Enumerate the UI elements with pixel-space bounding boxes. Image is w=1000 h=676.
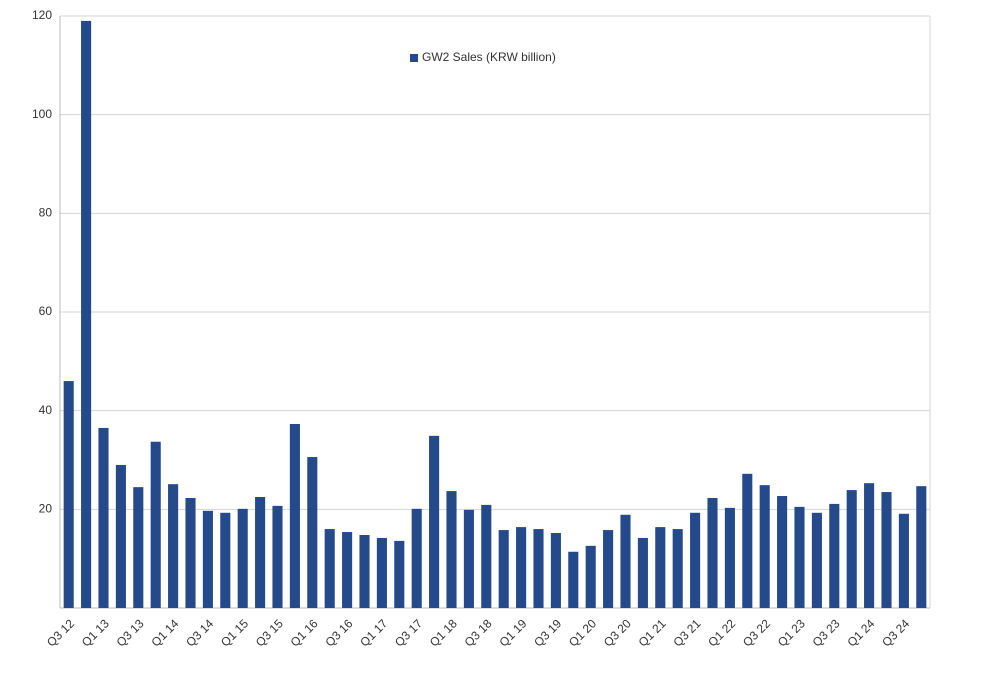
x-tick-label: Q1 23 xyxy=(775,616,808,649)
bar xyxy=(777,496,788,608)
y-tick-label: 80 xyxy=(39,206,53,220)
legend-label: GW2 Sales (KRW billion) xyxy=(422,50,556,64)
bar xyxy=(637,537,648,608)
legend-swatch xyxy=(410,54,418,62)
bar xyxy=(707,497,718,608)
x-tick-label: Q3 20 xyxy=(601,616,634,649)
bar xyxy=(255,497,266,608)
x-tick-label: Q3 24 xyxy=(879,616,912,649)
bar xyxy=(846,490,857,608)
bar xyxy=(359,534,370,608)
bar xyxy=(115,464,126,608)
bar xyxy=(655,527,666,608)
bar xyxy=(411,508,422,608)
y-tick-label: 120 xyxy=(32,8,52,22)
y-tick-label: 100 xyxy=(32,107,52,121)
x-tick-label: Q1 18 xyxy=(427,616,460,649)
x-tick-label: Q1 16 xyxy=(288,616,321,649)
bar xyxy=(829,503,840,608)
x-tick-label: Q3 17 xyxy=(392,616,425,649)
bar xyxy=(533,529,544,608)
bar xyxy=(498,530,509,608)
bar xyxy=(672,529,683,608)
bar xyxy=(202,510,213,608)
bar xyxy=(220,512,231,608)
bar xyxy=(446,491,457,608)
bar xyxy=(585,545,596,608)
y-tick-label: 40 xyxy=(39,403,53,417)
bar xyxy=(742,473,753,608)
x-tick-label: Q3 16 xyxy=(322,616,355,649)
bar xyxy=(759,485,770,608)
bar xyxy=(481,504,492,608)
bar xyxy=(376,537,387,608)
bar xyxy=(811,512,822,608)
bar xyxy=(794,506,805,608)
bar xyxy=(168,484,179,608)
x-tick-label: Q1 15 xyxy=(218,616,251,649)
bar xyxy=(881,492,892,608)
bar xyxy=(324,529,335,608)
bar xyxy=(916,486,927,608)
x-tick-label: Q1 17 xyxy=(357,616,390,649)
bar xyxy=(81,20,92,608)
bar xyxy=(394,540,405,608)
x-tick-label: Q3 19 xyxy=(531,616,564,649)
x-tick-label: Q3 15 xyxy=(253,616,286,649)
x-tick-label: Q3 12 xyxy=(44,616,77,649)
y-tick-label: 60 xyxy=(39,304,53,318)
bar xyxy=(133,487,144,608)
x-tick-label: Q1 14 xyxy=(148,616,181,649)
x-tick-label: Q1 19 xyxy=(496,616,529,649)
bar xyxy=(272,505,283,608)
bar xyxy=(603,530,614,608)
bar xyxy=(864,483,875,608)
bar xyxy=(237,508,248,608)
bar xyxy=(690,512,701,608)
bar xyxy=(185,497,196,608)
bar xyxy=(307,457,318,608)
bar xyxy=(342,532,353,608)
bar xyxy=(550,533,561,608)
bar xyxy=(150,441,161,608)
bar xyxy=(516,527,527,608)
bar xyxy=(463,509,474,608)
bar xyxy=(898,513,909,608)
bar xyxy=(568,551,579,608)
y-tick-label: 20 xyxy=(39,502,53,516)
bar xyxy=(289,423,300,608)
bar xyxy=(724,507,735,608)
x-tick-label: Q3 18 xyxy=(462,616,495,649)
bar xyxy=(429,435,440,608)
bar xyxy=(620,514,631,608)
x-tick-label: Q1 24 xyxy=(844,616,877,649)
x-tick-label: Q3 13 xyxy=(114,616,147,649)
x-tick-label: Q3 22 xyxy=(740,616,773,649)
x-tick-label: Q3 21 xyxy=(670,616,703,649)
x-tick-label: Q3 14 xyxy=(183,616,216,649)
bar xyxy=(63,381,74,608)
x-tick-label: Q3 23 xyxy=(810,616,843,649)
x-tick-label: Q1 20 xyxy=(566,616,599,649)
x-tick-label: Q1 13 xyxy=(79,616,112,649)
x-tick-label: Q1 21 xyxy=(636,616,669,649)
x-tick-label: Q1 22 xyxy=(705,616,738,649)
bar xyxy=(98,427,109,608)
